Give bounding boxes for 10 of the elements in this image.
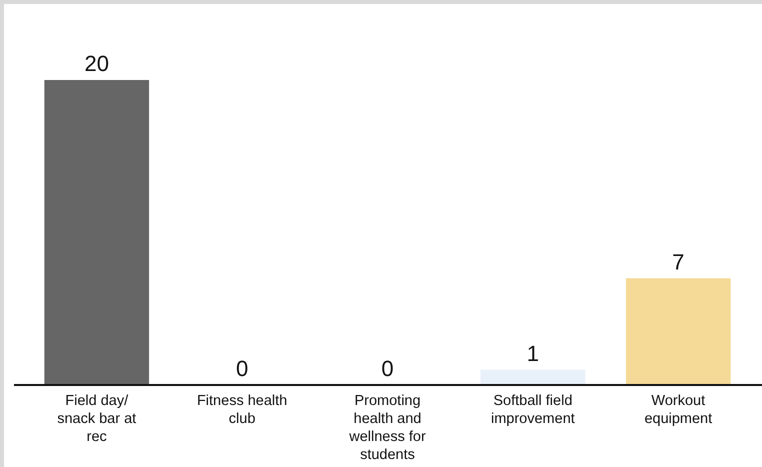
data-label: 7 <box>672 249 684 274</box>
x-tick-label: Field day/ snack bar at rec <box>57 393 136 445</box>
x-tick-label: Workout equipment <box>644 393 712 427</box>
x-tick-label: Fitness health club <box>196 393 288 427</box>
x-tick-label: Softball field improvement <box>490 393 575 427</box>
data-label: 1 <box>526 340 540 366</box>
data-label: 0 <box>236 356 248 381</box>
x-tick-label: Promoting health and wellness for students <box>348 393 426 463</box>
data-label: 0 <box>381 356 394 381</box>
data-label: 20 <box>84 51 109 76</box>
